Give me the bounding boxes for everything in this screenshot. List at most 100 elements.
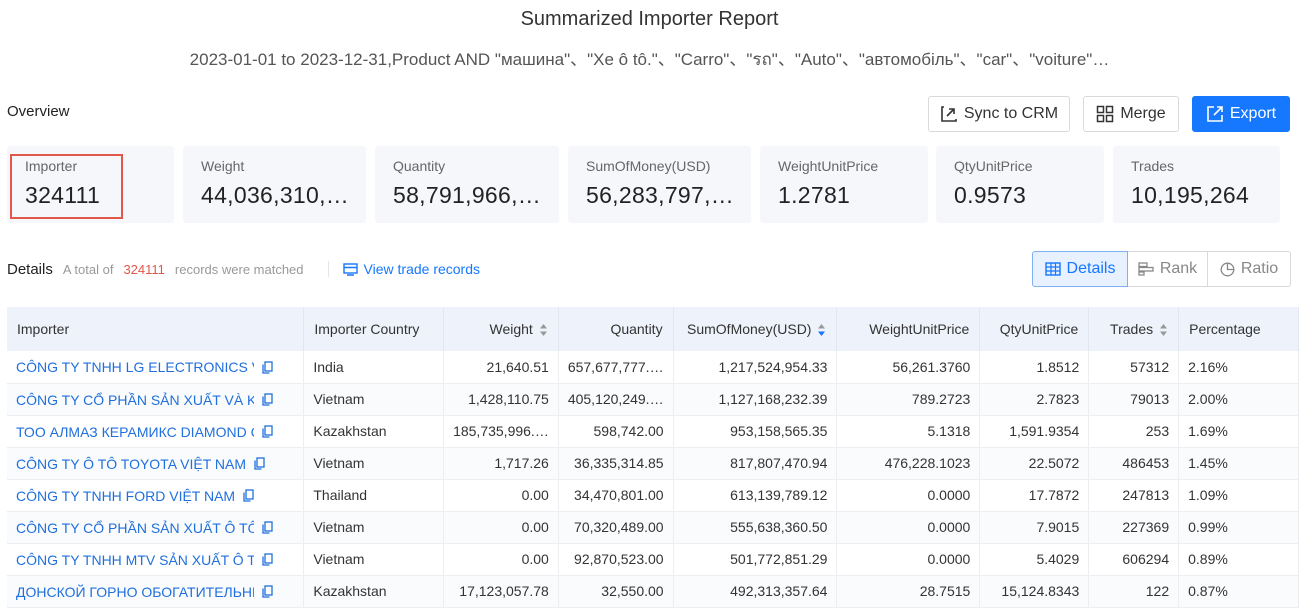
- card-value: 1.2781: [778, 182, 851, 208]
- copy-icon[interactable]: [262, 393, 273, 406]
- importer-name-link[interactable]: CÔNG TY CỔ PHẦN SẢN XUẤT VÀ KINH DOANH: [16, 391, 254, 408]
- table-cell: 486453: [1088, 447, 1180, 480]
- sort-icon[interactable]: [1159, 323, 1168, 337]
- sort-icon[interactable]: [539, 323, 548, 337]
- table-cell: 1.8512: [979, 351, 1090, 384]
- records-icon: [342, 262, 358, 276]
- table-cell: 32,550.00: [558, 575, 674, 608]
- importer-name-link[interactable]: CÔNG TY TNHH LG ELECTRONICS VIỆT NAM: [16, 359, 254, 376]
- card-value: 56,283,797,…: [586, 182, 735, 208]
- table-cell: 2.00%: [1178, 383, 1299, 416]
- merge-button[interactable]: Merge: [1083, 96, 1179, 132]
- importer-name-cell[interactable]: CÔNG TY CỔ PHẦN SẢN XUẤT Ô TÔ HYUNDAI: [7, 511, 305, 544]
- col-weight[interactable]: Weight: [443, 307, 559, 351]
- overview-label: Overview: [7, 103, 70, 120]
- importer-name-cell[interactable]: ДОНСКОЙ ГОРНО ОБОГАТИТЕЛЬНЫЙ КОМБИНАТ: [7, 575, 305, 608]
- table-cell: 57312: [1088, 351, 1180, 384]
- copy-icon[interactable]: [243, 489, 254, 502]
- card-label: SumOfMoney(USD): [586, 158, 711, 174]
- table-cell: 501,772,851.29: [673, 543, 838, 576]
- table-row: CÔNG TY Ô TÔ TOYOTA VIỆT NAM Vietnam 1,717…: [7, 447, 1299, 480]
- table-cell: 1.09%: [1178, 479, 1299, 512]
- page-title: Summarized Importer Report: [520, 8, 779, 30]
- table-cell: 17,123,057.78: [443, 575, 559, 608]
- table-cell: Kazakhstan: [303, 415, 445, 448]
- importer-name-cell[interactable]: CÔNG TY Ô TÔ TOYOTA VIỆT NAM: [7, 447, 305, 480]
- table-cell: 613,139,789.12: [673, 479, 838, 512]
- table-cell: 606294: [1088, 543, 1180, 576]
- tab-details[interactable]: Details: [1032, 251, 1128, 287]
- table-cell: 476,228.1023: [836, 447, 981, 480]
- importer-name-cell[interactable]: CÔNG TY TNHH FORD VIỆT NAM: [7, 479, 305, 512]
- copy-icon[interactable]: [262, 521, 273, 534]
- table-cell: 953,158,565.35: [673, 415, 838, 448]
- importer-name-cell[interactable]: CÔNG TY TNHH LG ELECTRONICS VIỆT NAM: [7, 351, 305, 384]
- importer-table: Importer Importer Country Weight Quantit…: [7, 307, 1299, 608]
- table-cell: 1,217,524,954.33: [673, 351, 838, 384]
- tab-rank[interactable]: Rank: [1128, 251, 1208, 287]
- table-icon: [1044, 262, 1061, 276]
- importer-name-link[interactable]: CÔNG TY TNHH MTV SẢN XUẤT Ô TÔ TRƯỜNG HẢ…: [16, 551, 254, 568]
- card-value: 58,791,966,…: [393, 182, 542, 208]
- table-cell: 0.00: [443, 543, 559, 576]
- table-cell: 36,335,314.85: [558, 447, 674, 480]
- importer-name-cell[interactable]: CÔNG TY TNHH MTV SẢN XUẤT Ô TÔ TRƯỜNG HẢ…: [7, 543, 305, 576]
- card-value: 10,195,264: [1131, 182, 1250, 208]
- sync-icon: [941, 106, 957, 122]
- card-importer: Importer 324111: [7, 146, 174, 223]
- table-cell: 247813: [1088, 479, 1180, 512]
- pie-chart-icon: [1220, 262, 1235, 276]
- table-cell: 492,313,357.64: [673, 575, 838, 608]
- tab-ratio[interactable]: Ratio: [1208, 251, 1291, 287]
- col-sumofmoney[interactable]: SumOfMoney(USD): [673, 307, 838, 351]
- table-cell: Vietnam: [303, 511, 445, 544]
- copy-icon[interactable]: [262, 361, 273, 374]
- col-weightunitprice: WeightUnitPrice: [836, 307, 981, 351]
- table-cell: 7.9015: [979, 511, 1090, 544]
- table-cell: Vietnam: [303, 383, 445, 416]
- table-cell: Vietnam: [303, 447, 445, 480]
- table-cell: India: [303, 351, 445, 384]
- importer-name-link[interactable]: ДОНСКОЙ ГОРНО ОБОГАТИТЕЛЬНЫЙ КОМБИНАТ: [16, 583, 254, 600]
- importer-name-cell[interactable]: CÔNG TY CỔ PHẦN SẢN XUẤT VÀ KINH DOANH: [7, 383, 305, 416]
- details-meta-prefix: A total of: [62, 261, 114, 277]
- sort-icon[interactable]: [817, 323, 826, 337]
- col-percentage: Percentage: [1178, 307, 1299, 351]
- col-trades[interactable]: Trades: [1088, 307, 1180, 351]
- merge-label: Merge: [1120, 105, 1166, 122]
- sync-to-crm-button[interactable]: Sync to CRM: [928, 96, 1070, 132]
- table-cell: Thailand: [303, 479, 445, 512]
- table-row: CÔNG TY CỔ PHẦN SẢN XUẤT VÀ KINH DOANH Vi…: [7, 383, 1299, 416]
- table-row: CÔNG TY CỔ PHẦN SẢN XUẤT Ô TÔ HYUNDAI Vie…: [7, 511, 1299, 544]
- table-cell: 1,127,168,232.39: [673, 383, 838, 416]
- card-label: QtyUnitPrice: [954, 158, 1033, 174]
- card-weight: Weight 44,036,310,…: [183, 146, 366, 223]
- table-cell: 22.5072: [979, 447, 1090, 480]
- importer-name-cell[interactable]: ТОО АЛМАЗ КЕРАМИКС DIAMOND CERAMICS: [7, 415, 305, 448]
- copy-icon[interactable]: [262, 425, 273, 438]
- importer-name-link[interactable]: CÔNG TY TNHH FORD VIỆT NAM: [16, 487, 236, 504]
- tab-details-label: Details: [1066, 260, 1116, 277]
- copy-icon[interactable]: [262, 585, 273, 598]
- report-subtitle: 2023-01-01 to 2023-12-31,Product AND "ма…: [189, 50, 1110, 69]
- importer-name-link[interactable]: CÔNG TY CỔ PHẦN SẢN XUẤT Ô TÔ HYUNDAI: [16, 519, 254, 536]
- table-row: CÔNG TY TNHH LG ELECTRONICS VIỆT NAM Indi…: [7, 351, 1299, 384]
- table-cell: 227369: [1088, 511, 1180, 544]
- col-importer: Importer: [7, 307, 305, 351]
- table-cell: 79013: [1088, 383, 1180, 416]
- table-header-row: Importer Importer Country Weight Quantit…: [7, 307, 1299, 351]
- export-button[interactable]: Export: [1192, 96, 1290, 132]
- table-cell: Kazakhstan: [303, 575, 445, 608]
- importer-name-link[interactable]: CÔNG TY Ô TÔ TOYOTA VIỆT NAM: [16, 455, 247, 472]
- table-cell: 1.45%: [1178, 447, 1299, 480]
- view-trade-records-link[interactable]: View trade records: [342, 261, 480, 277]
- table-cell: 555,638,360.50: [673, 511, 838, 544]
- table-cell: 1.69%: [1178, 415, 1299, 448]
- copy-icon[interactable]: [254, 457, 265, 470]
- card-label: Importer: [25, 158, 78, 174]
- copy-icon[interactable]: [262, 553, 273, 566]
- table-cell: 0.0000: [836, 511, 981, 544]
- table-cell: 253: [1088, 415, 1180, 448]
- card-label: WeightUnitPrice: [778, 158, 879, 174]
- importer-name-link[interactable]: ТОО АЛМАЗ КЕРАМИКС DIAMOND CERAMICS: [16, 423, 254, 440]
